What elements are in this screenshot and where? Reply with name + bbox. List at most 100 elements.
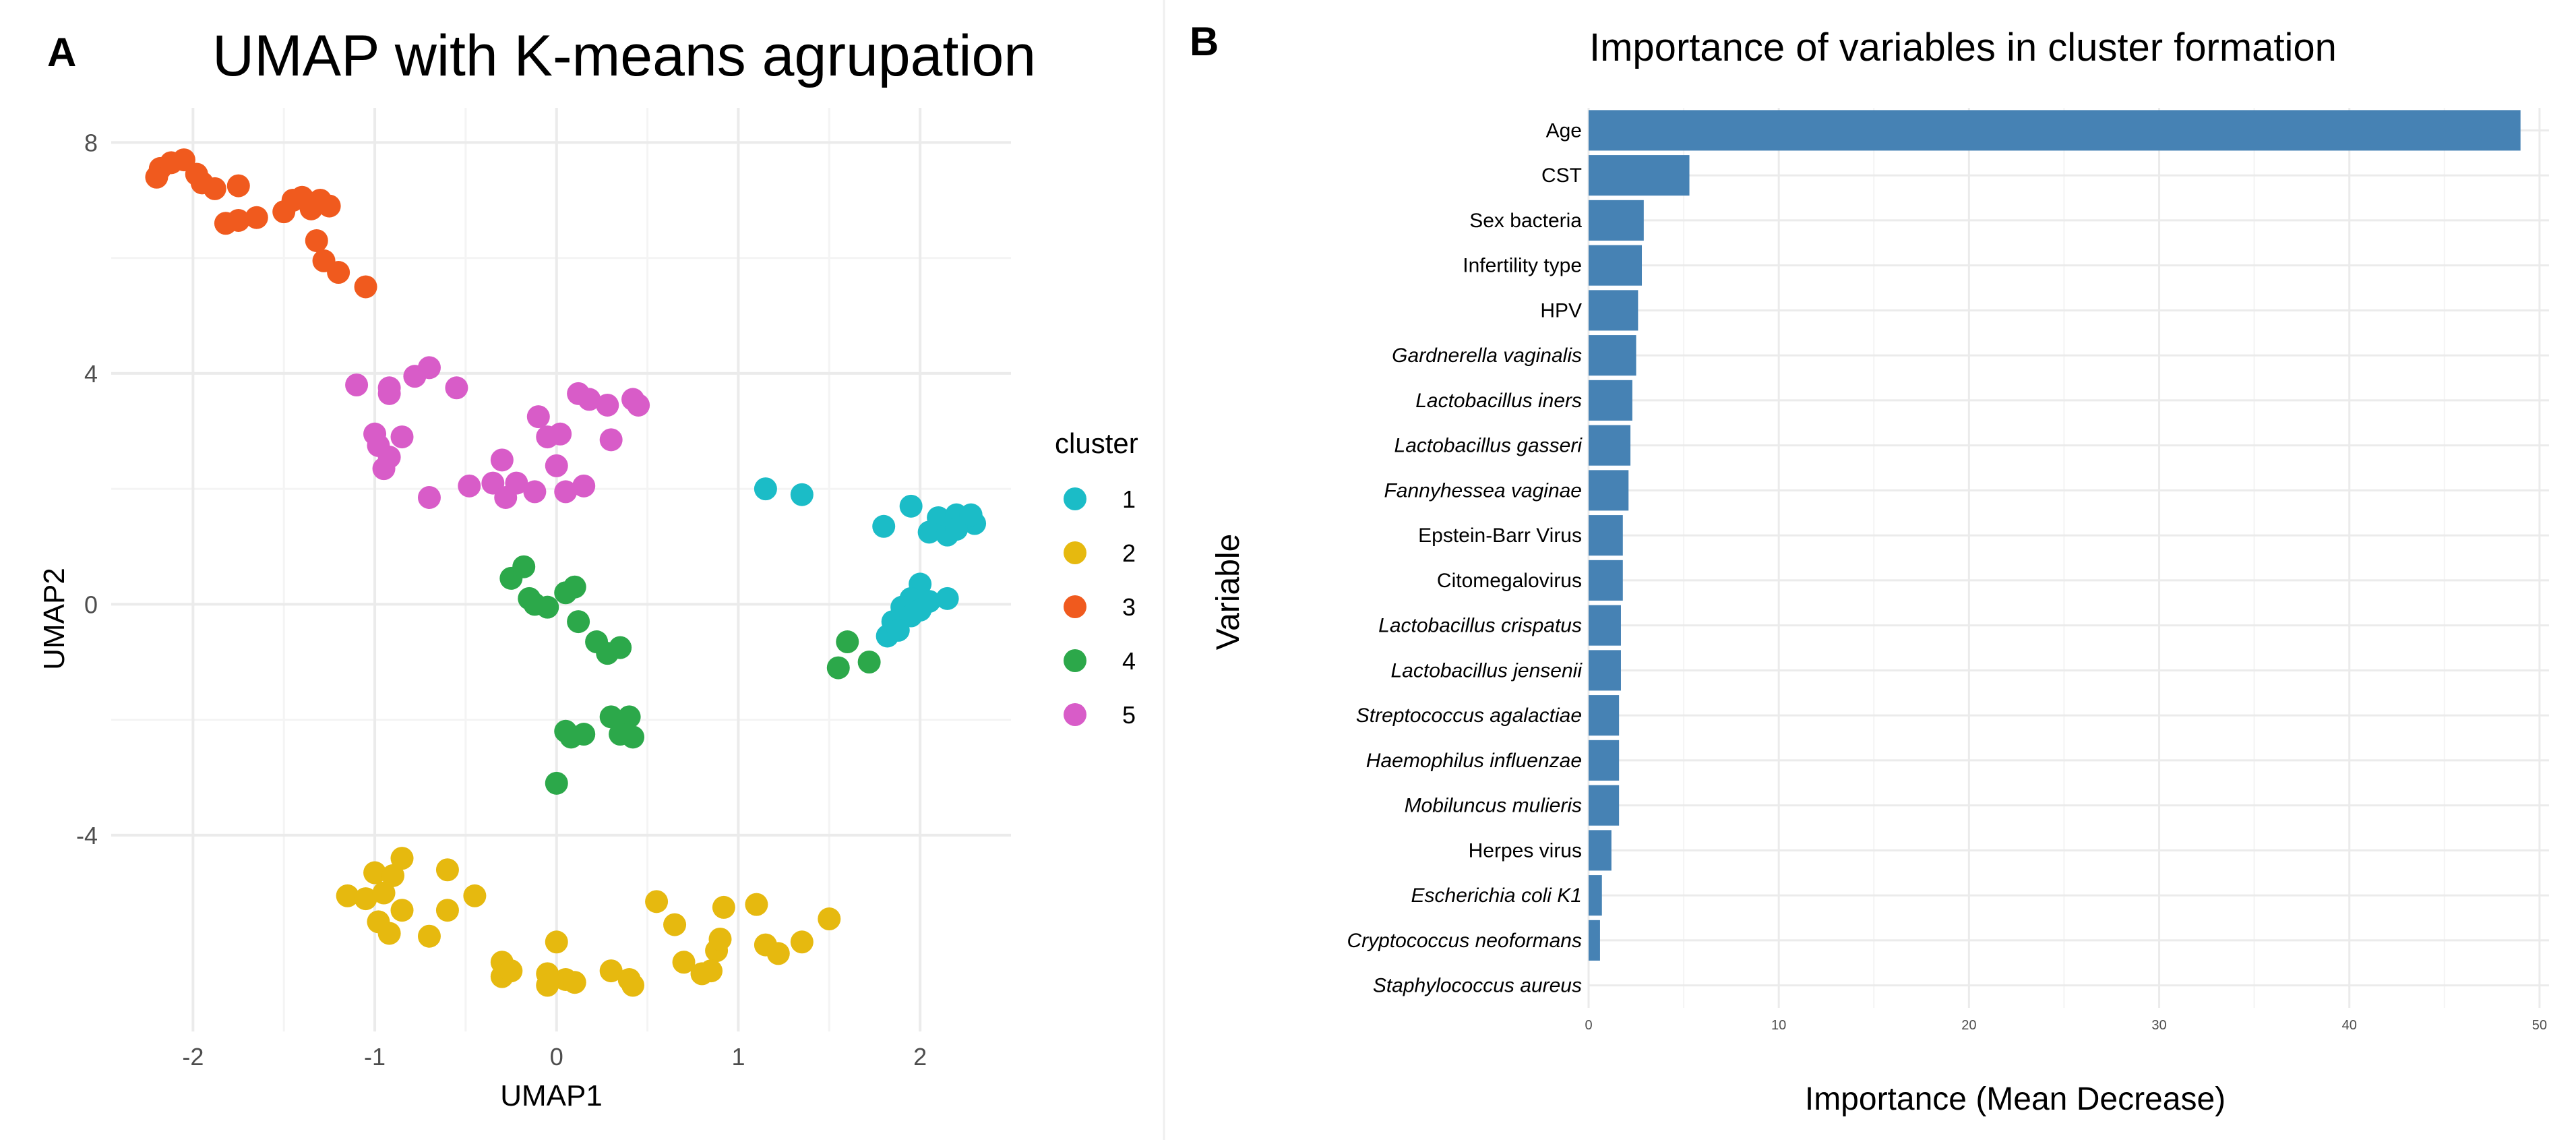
cluster-5-point bbox=[505, 471, 528, 495]
cluster-4-point bbox=[599, 705, 623, 729]
importance-bar bbox=[1589, 605, 1621, 646]
cluster-5-point bbox=[445, 376, 468, 400]
cluster-5-point bbox=[390, 425, 414, 449]
umap-y-tick-label: 4 bbox=[84, 360, 98, 388]
variable-label: Citomegalovirus bbox=[1437, 570, 1582, 592]
importance-x-tick-label: 10 bbox=[1771, 1018, 1786, 1033]
cluster-1-point bbox=[899, 494, 923, 518]
variable-label: Infertility type bbox=[1463, 255, 1582, 277]
variable-label: Lactobacillus iners bbox=[1415, 390, 1582, 412]
cluster-1-point bbox=[886, 618, 910, 642]
legend-key-cluster-5 bbox=[1064, 703, 1086, 726]
legend-key-cluster-2 bbox=[1064, 541, 1086, 564]
cluster-5-point bbox=[372, 457, 396, 481]
cluster-3-point bbox=[305, 229, 328, 252]
variable-label: Streptococcus agalactiae bbox=[1356, 704, 1582, 727]
cluster-2-point bbox=[663, 913, 687, 936]
cluster-2-point bbox=[417, 924, 441, 948]
variable-label: Escherichia coli K1 bbox=[1411, 884, 1582, 907]
umap-y-tick-label: -4 bbox=[76, 822, 98, 849]
cluster-2-point bbox=[599, 959, 623, 983]
umap-points bbox=[145, 148, 987, 997]
cluster-2-point bbox=[463, 884, 487, 907]
importance-bar bbox=[1589, 560, 1623, 601]
legend-key-cluster-1 bbox=[1064, 487, 1086, 510]
importance-bar bbox=[1589, 650, 1621, 691]
cluster-2-point bbox=[377, 922, 401, 945]
legend-key-cluster-3 bbox=[1064, 595, 1086, 618]
cluster-2-point bbox=[381, 864, 405, 887]
legend-label-cluster-4: 4 bbox=[1122, 647, 1136, 675]
cluster-2-point bbox=[435, 899, 459, 922]
cluster-3-point bbox=[327, 261, 350, 284]
variable-label: Epstein-Barr Virus bbox=[1418, 524, 1582, 547]
importance-bar bbox=[1589, 335, 1636, 376]
cluster-5-point bbox=[345, 373, 369, 396]
cluster-2-point bbox=[363, 861, 387, 884]
importance-bar bbox=[1589, 470, 1629, 511]
importance-plot-area bbox=[1589, 108, 2549, 1008]
importance-variable-labels: Age CST Sex bacteria Infertility type HPV Gar… bbox=[1347, 119, 1583, 996]
importance-bar bbox=[1589, 380, 1632, 421]
legend-label-cluster-2: 2 bbox=[1122, 539, 1136, 567]
variable-label: Cryptococcus neoformans bbox=[1347, 930, 1583, 952]
cluster-5-point bbox=[377, 376, 401, 400]
umap-legend: cluster 1 2 3 4 5 bbox=[1055, 427, 1138, 729]
cluster-5-point bbox=[572, 474, 596, 498]
cluster-2-point bbox=[645, 890, 669, 913]
cluster-1-point bbox=[872, 514, 896, 538]
panel-b: B Importance of variables in cluster for… bbox=[1190, 19, 2549, 1117]
importance-x-tick-label: 40 bbox=[2342, 1018, 2357, 1033]
cluster-1-point bbox=[959, 503, 983, 527]
cluster-2-point bbox=[372, 881, 396, 905]
importance-bar bbox=[1589, 290, 1638, 331]
umap-x-tick-label: 1 bbox=[731, 1043, 745, 1071]
cluster-3-point bbox=[226, 174, 250, 198]
cluster-2-point bbox=[672, 951, 696, 974]
importance-bars bbox=[1589, 110, 2521, 961]
variable-label: Fannyhessea vaginae bbox=[1384, 479, 1582, 502]
legend-title: cluster bbox=[1055, 427, 1138, 459]
umap-chart-title: UMAP with K-means agrupation bbox=[212, 24, 1036, 88]
importance-bar bbox=[1589, 830, 1612, 871]
importance-x-axis-label: Importance (Mean Decrease) bbox=[1805, 1081, 2226, 1117]
umap-y-axis-label: UMAP2 bbox=[38, 568, 71, 670]
importance-bar bbox=[1589, 245, 1643, 286]
cluster-5-point bbox=[523, 480, 547, 504]
umap-x-tick-label: -1 bbox=[364, 1043, 386, 1071]
cluster-2-point bbox=[745, 893, 768, 916]
umap-plot-area bbox=[111, 108, 1011, 1031]
cluster-4-point bbox=[536, 595, 559, 619]
cluster-1-point bbox=[917, 520, 941, 544]
cluster-5-point bbox=[599, 428, 623, 452]
importance-y-axis-label: Variable bbox=[1210, 534, 1246, 651]
cluster-5-point bbox=[526, 405, 550, 429]
importance-bar bbox=[1589, 110, 2521, 151]
cluster-5-point bbox=[554, 480, 578, 504]
variable-label: Sex bacteria bbox=[1469, 210, 1582, 232]
cluster-4-point bbox=[545, 771, 568, 795]
cluster-3-point bbox=[203, 177, 226, 200]
legend-key-cluster-4 bbox=[1064, 649, 1086, 672]
cluster-2-point bbox=[545, 930, 568, 954]
importance-bar bbox=[1589, 920, 1600, 961]
cluster-2-point bbox=[435, 858, 459, 882]
umap-y-tick-label: 0 bbox=[84, 591, 98, 618]
panel-a-label: A bbox=[47, 30, 76, 75]
cluster-5-point bbox=[549, 422, 572, 446]
importance-x-tick-label: 30 bbox=[2151, 1018, 2166, 1033]
cluster-2-point bbox=[563, 971, 586, 994]
importance-x-tick-label: 50 bbox=[2532, 1018, 2547, 1033]
cluster-3-point bbox=[299, 197, 323, 220]
cluster-2-point bbox=[390, 847, 414, 870]
importance-bar bbox=[1589, 785, 1620, 826]
cluster-2-point bbox=[354, 887, 377, 911]
variable-label: Mobiluncus mulieris bbox=[1405, 795, 1582, 817]
variable-label: Lactobacillus jensenii bbox=[1390, 659, 1583, 682]
cluster-1-point bbox=[790, 483, 814, 506]
cluster-2-point bbox=[700, 959, 723, 983]
cluster-4-point bbox=[836, 630, 859, 654]
umap-x-tick-label: -2 bbox=[182, 1043, 204, 1071]
panel-b-label: B bbox=[1190, 19, 1219, 64]
cluster-2-point bbox=[621, 973, 645, 997]
